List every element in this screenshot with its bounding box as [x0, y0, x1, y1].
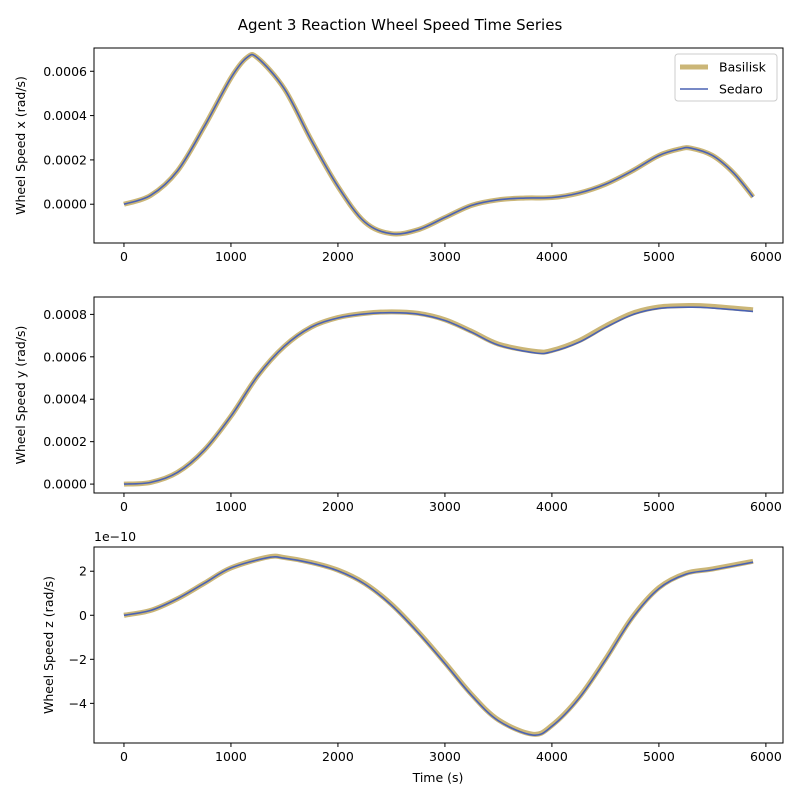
y-tick-label-1-1: 0.0002	[43, 152, 87, 167]
x-axis-label: Time (s)	[412, 770, 464, 785]
x-tick-label-2-5: 5000	[643, 499, 675, 514]
x-tick-label-3-5: 5000	[643, 749, 675, 764]
y-axis-label-2: Wheel Speed y (rad/s)	[13, 326, 28, 465]
x-tick-label-2-6: 6000	[750, 499, 782, 514]
axes-frame-1	[93, 47, 784, 244]
x-tick-label-2-0: 0	[120, 499, 128, 514]
x-tick-label-3-6: 6000	[750, 749, 782, 764]
x-tick-label-2-2: 2000	[322, 499, 354, 514]
subplots: 0 1000 2000 3000 4000 5000 60000.00000.00020.0…	[13, 47, 784, 764]
y-axis-label-1: Wheel Speed x (rad/s)	[13, 76, 28, 215]
x-tick-label-3-2: 2000	[322, 749, 354, 764]
subplot-2: 0 1000 2000 3000 4000 5000 6000 0.0000 0.0002 0.0…	[13, 296, 784, 514]
y-offset-text-3: 1e−10	[94, 529, 136, 544]
series-line-basilisk-3	[123, 553, 754, 737]
x-tick-label-1-3: 3000	[429, 249, 461, 264]
y-axis-label-3: Wheel Speed z (rad/s)	[41, 576, 56, 714]
chart-title: Agent 3 Reaction Wheel Speed Time Series	[238, 16, 563, 34]
axes-frame-2	[93, 296, 784, 494]
legend: Basilisk Sedaro	[674, 53, 778, 102]
x-tick-label-2-1: 1000	[215, 499, 247, 514]
x-tick-label-1-0: 0	[120, 249, 128, 264]
x-tick-label-2-3: 3000	[429, 499, 461, 514]
y-tick-label-2-1: 0.0002	[43, 434, 87, 449]
series-line-basilisk-2	[123, 302, 754, 487]
y-tick-label-1-0: 0.0000	[43, 197, 87, 212]
axes-frame-3	[93, 546, 784, 744]
legend-label-basilisk: Basilisk	[719, 60, 767, 75]
y-tick-label-1-3: 0.0006	[43, 64, 87, 79]
subplot-1: 0 1000 2000 3000 4000 5000 6000 0.0000 0.0002 0.0…	[13, 47, 784, 264]
x-tick-label-3-4: 4000	[536, 749, 568, 764]
x-tick-label-2-4: 4000	[536, 499, 568, 514]
y-tick-label-3-2: 0	[79, 608, 87, 623]
x-tick-label-3-1: 1000	[215, 749, 247, 764]
y-tick-label-2-2: 0.0004	[43, 392, 87, 407]
legend-label-sedaro: Sedaro	[719, 82, 763, 97]
x-tick-label-1-2: 2000	[322, 249, 354, 264]
x-tick-label-3-0: 0	[120, 749, 128, 764]
x-tick-label-3-3: 3000	[429, 749, 461, 764]
y-tick-label-3-1: −2	[69, 652, 87, 667]
y-tick-label-2-0: 0.0000	[43, 477, 87, 492]
series-line-basilisk-1	[123, 52, 755, 237]
y-tick-label-3-3: 2	[79, 564, 87, 579]
x-tick-label-1-4: 4000	[536, 249, 568, 264]
y-tick-label-2-4: 0.0008	[43, 307, 87, 322]
series-line-sedaro-3	[123, 556, 754, 737]
x-tick-label-1-6: 6000	[750, 249, 782, 264]
series-line-sedaro-2	[123, 306, 754, 485]
series-line-sedaro-1	[123, 53, 754, 235]
y-tick-label-1-2: 0.0004	[43, 108, 87, 123]
x-tick-label-1-5: 5000	[643, 249, 675, 264]
y-tick-label-3-0: −4	[69, 696, 87, 711]
y-tick-label-2-3: 0.0006	[43, 349, 87, 364]
x-tick-label-1-1: 1000	[215, 249, 247, 264]
subplot-3: 0 1000 2000 3000 4000 5000 6000 −4 −2 0 2 Wheel Spe…	[41, 529, 784, 764]
